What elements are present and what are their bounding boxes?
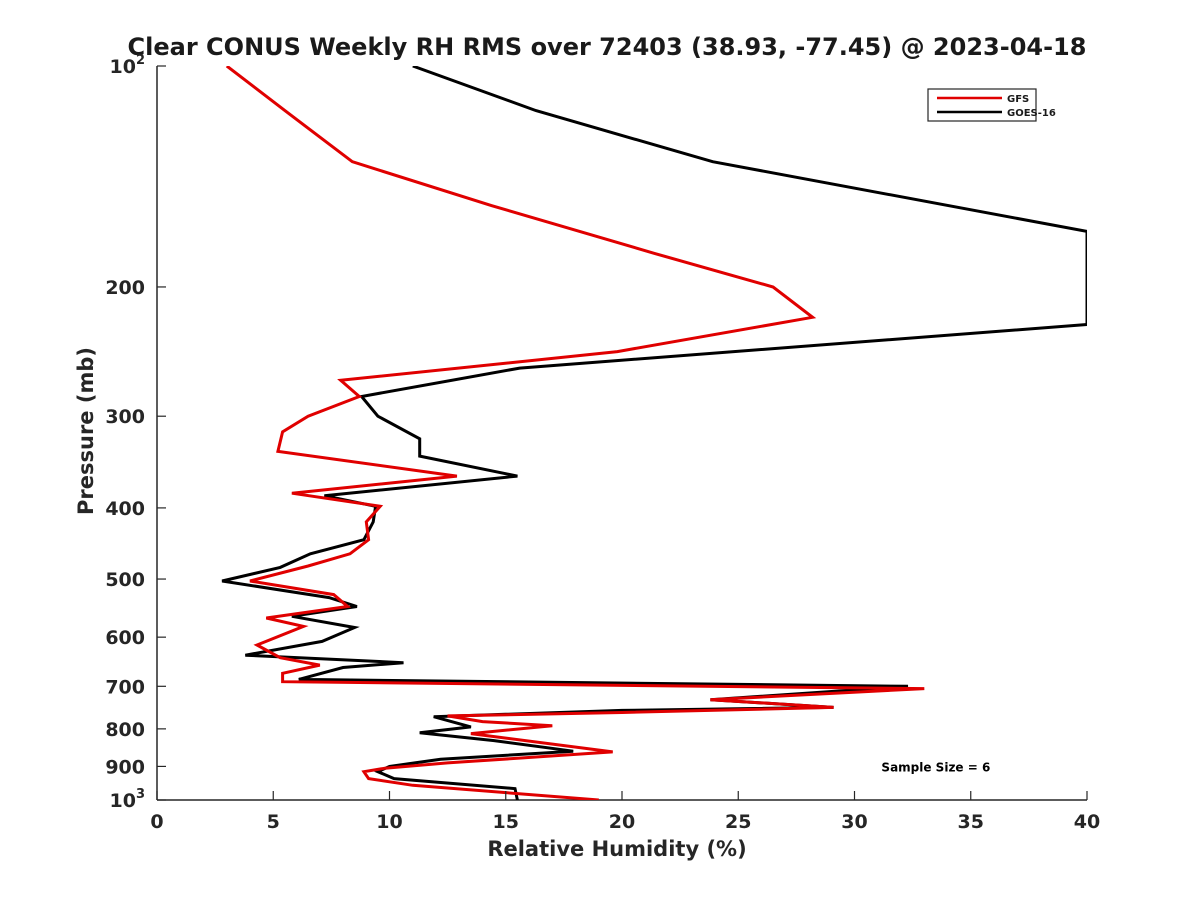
x-axis-label: Relative Humidity (%) — [487, 837, 746, 861]
x-tick-label: 40 — [1074, 811, 1100, 833]
y-tick-label: 600 — [105, 627, 145, 649]
y-tick-label: 500 — [105, 569, 145, 591]
y-tick-label: 700 — [105, 676, 145, 698]
y-tick-label: 102 — [110, 53, 146, 78]
chart-title: Clear CONUS Weekly RH RMS over 72403 (38… — [128, 33, 1087, 61]
series-line-gfs — [225, 66, 925, 800]
y-tick-label: 800 — [105, 719, 145, 741]
series-layer — [221, 66, 1087, 800]
y-tick-label: 900 — [105, 756, 145, 778]
y-tick-label: 200 — [105, 277, 145, 299]
y-axis-label: Pressure (mb) — [74, 347, 98, 515]
x-tick-label: 0 — [150, 811, 163, 833]
x-tick-label: 15 — [493, 811, 519, 833]
x-tick-label: 30 — [841, 811, 867, 833]
plot-area — [156, 66, 1087, 801]
legend-box — [927, 88, 1037, 122]
x-tick-label: 35 — [958, 811, 984, 833]
legend-label: GOES-16 — [1007, 108, 1056, 119]
x-tick-label: 10 — [376, 811, 402, 833]
legend: GFS GOES-16 — [927, 88, 1056, 122]
series-line-goes-16 — [221, 66, 1087, 800]
x-tick-label: 25 — [725, 811, 751, 833]
x-axis: 0 5 10 15 20 25 30 35 40 — [150, 791, 1100, 833]
x-tick-label: 20 — [609, 811, 635, 833]
y-tick-label: 300 — [105, 406, 145, 428]
legend-label: GFS — [1007, 94, 1029, 105]
y-axis: 102 200 300 400 500 600 700 800 900 103 — [105, 53, 166, 812]
x-tick-label: 5 — [267, 811, 280, 833]
annotations: Sample Size = 6 — [881, 760, 990, 774]
sample-size-annotation: Sample Size = 6 — [881, 760, 990, 774]
y-tick-label: 103 — [110, 787, 146, 812]
y-tick-label: 400 — [105, 498, 145, 520]
